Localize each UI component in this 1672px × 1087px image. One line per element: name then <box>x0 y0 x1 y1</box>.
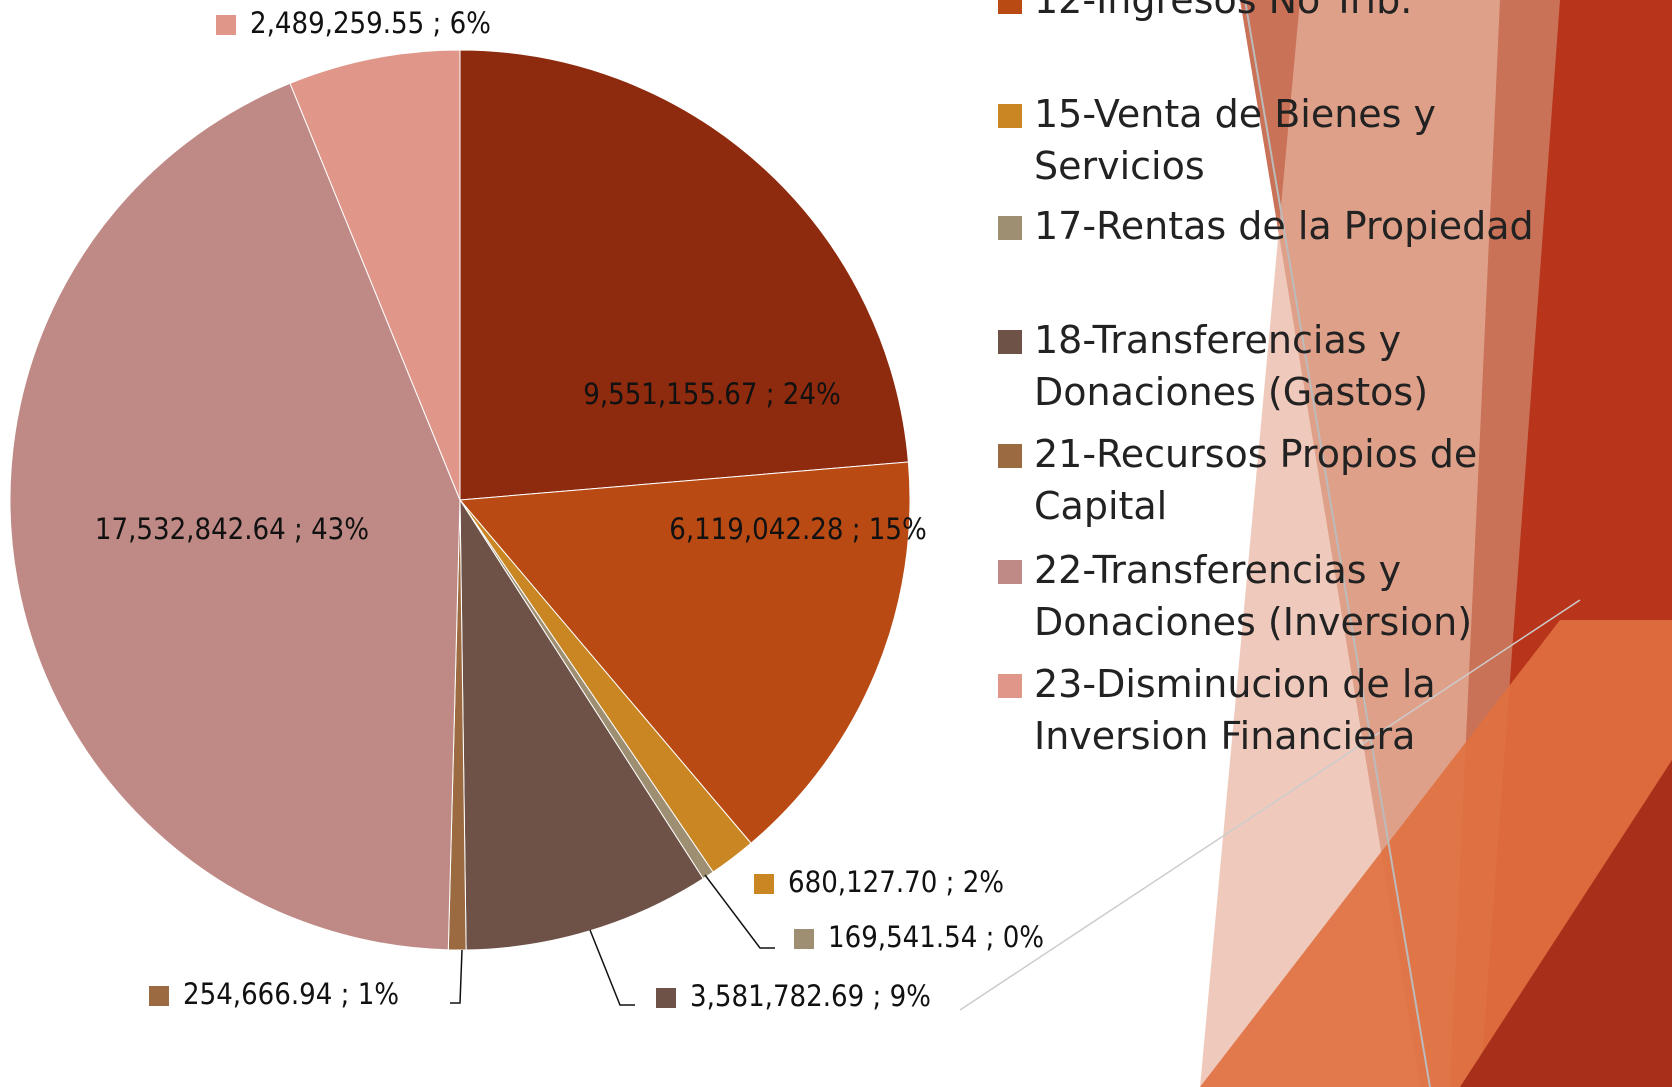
data-label: 17,532,842.64 ; 43% <box>95 512 369 546</box>
legend-label: 18-Transferencias y Donaciones (Gastos) <box>1034 318 1429 414</box>
pie-slice <box>9 82 461 951</box>
pie-slice <box>289 49 461 501</box>
label-marker <box>656 988 676 1008</box>
data-label: 2,489,259.55 ; 6% <box>250 6 491 40</box>
label-marker <box>794 929 814 949</box>
legend-entry: 21-Recursos Propios de Capital <box>998 428 1558 532</box>
pie-slice <box>458 461 911 844</box>
legend-entry: 23-Disminucion de la Inversion Financier… <box>998 658 1558 762</box>
legend-swatch <box>998 330 1022 354</box>
legend-swatch <box>998 560 1022 584</box>
legend-label: 23-Disminucion de la Inversion Financier… <box>1034 662 1436 758</box>
leader-line <box>450 949 463 1004</box>
data-label: 254,666.94 ; 1% <box>183 977 399 1011</box>
legend-swatch <box>998 444 1022 468</box>
pie-slice <box>459 49 909 501</box>
label-marker <box>149 986 169 1006</box>
data-label: 3,581,782.69 ; 9% <box>690 979 931 1013</box>
legend-swatch <box>998 216 1022 240</box>
legend-entry: 12-Ingresos No Trib. <box>998 0 1558 26</box>
data-label: 680,127.70 ; 2% <box>788 865 1004 899</box>
leader-line <box>704 874 775 949</box>
data-label: 169,541.54 ; 0% <box>828 920 1044 954</box>
legend-label: 17-Rentas de la Propiedad <box>1034 204 1534 248</box>
legend-entry: 18-Transferencias y Donaciones (Gastos) <box>998 314 1558 418</box>
legend-label: 12-Ingresos No Trib. <box>1034 0 1413 22</box>
legend-entry: 22-Transferencias y Donaciones (Inversio… <box>998 544 1558 648</box>
legend-label: 15-Venta de Bienes y Servicios <box>1034 92 1437 188</box>
legend-entry: 17-Rentas de la Propiedad <box>998 200 1558 252</box>
pie: 9,551,155.67 ; 24% 6,119,042.28 ; 15% 680,… <box>9 6 1044 1013</box>
legend-label: 21-Recursos Propios de Capital <box>1034 432 1478 528</box>
data-label: 6,119,042.28 ; 15% <box>669 512 927 546</box>
legend-label: 22-Transferencias y Donaciones (Inversio… <box>1034 548 1473 644</box>
data-label: 9,551,155.67 ; 24% <box>583 377 841 411</box>
legend-swatch <box>998 674 1022 698</box>
leader-line <box>589 929 635 1006</box>
legend-entry: 15-Venta de Bienes y Servicios <box>998 88 1558 192</box>
legend-swatch <box>998 0 1022 14</box>
background-decoration <box>959 0 1672 1087</box>
label-marker <box>754 874 774 894</box>
legend-swatch <box>998 104 1022 128</box>
label-marker <box>216 15 236 35</box>
